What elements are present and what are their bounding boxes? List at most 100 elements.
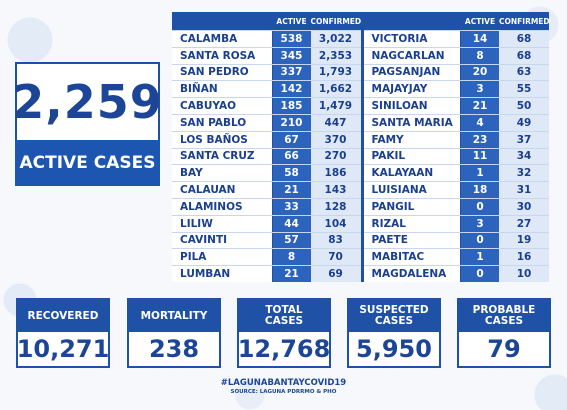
- municipality-name: PAGSANJAN: [363, 64, 460, 81]
- municipality-name: SAN PABLO: [172, 114, 272, 131]
- table-row: PILA 8 70: [172, 248, 361, 266]
- municipality-name: SAN PEDRO: [172, 64, 272, 81]
- municipality-name: LOS BAÑOS: [172, 131, 272, 148]
- active-count: 11: [460, 148, 499, 165]
- confirmed-count: 2,353: [310, 47, 361, 64]
- table-row: LUMBAN 21 69: [172, 265, 361, 282]
- stat-value: 5,950: [356, 335, 432, 363]
- table-row: CABUYAO 185 1,479: [172, 97, 361, 114]
- confirmed-count: 1,793: [310, 64, 361, 81]
- municipality-name: PAETE: [363, 232, 460, 249]
- stat-label: SUSPECTED CASES: [349, 300, 439, 332]
- table-row: NAGCARLAN 8 68: [363, 46, 549, 64]
- stat-total-cases: TOTAL CASES 12,768: [237, 298, 331, 368]
- confirmed-count: 1,662: [310, 81, 361, 98]
- active-total-number: 2,259: [12, 75, 163, 129]
- confirmed-count: 447: [310, 114, 361, 131]
- active-count: 1: [460, 165, 499, 182]
- stat-value: 12,768: [237, 335, 331, 363]
- table-row: PAGSANJAN 20 63: [363, 63, 549, 81]
- confirmed-count: 69: [310, 266, 361, 282]
- stat-label: MORTALITY: [129, 300, 219, 332]
- confirmed-count: 27: [499, 215, 549, 232]
- confirmed-count: 16: [499, 249, 549, 266]
- municipality-name: SANTA ROSA: [172, 47, 272, 64]
- confirmed-count: 128: [310, 198, 361, 215]
- municipality-name: FAMY: [363, 131, 460, 148]
- active-count: 3: [460, 81, 499, 98]
- hashtag: #LAGUNABANTAYCOVID19: [220, 378, 347, 388]
- confirmed-count: 19: [499, 232, 549, 249]
- active-count: 21: [460, 98, 499, 114]
- active-count: 185: [271, 98, 311, 114]
- municipality-table: ACTIVE CONFIRMED CALAMBA 538 3,022 SANTA RO…: [172, 12, 550, 282]
- active-cases-label: ACTIVE CASES: [19, 153, 156, 173]
- table-row: CALAUAN 21 143: [172, 181, 361, 198]
- header-active: ACTIVE: [276, 16, 307, 26]
- table-header: ACTIVE CONFIRMED: [363, 12, 550, 30]
- active-count: 0: [460, 266, 499, 282]
- municipality-name: LILIW: [172, 215, 272, 232]
- table-row: SAN PABLO 210 447: [172, 113, 361, 131]
- table-row: SANTA CRUZ 66 270: [172, 147, 361, 165]
- table-row: PANGIL 0 30: [363, 197, 549, 215]
- stat-recovered: RECOVERED 10,271: [16, 298, 110, 368]
- active-count: 337: [271, 64, 311, 81]
- table-right-half: ACTIVE CONFIRMED VICTORIA 14 68 NAGCARLAN 8 6…: [360, 12, 550, 282]
- municipality-name: BIÑAN: [172, 81, 272, 98]
- municipality-name: RIZAL: [363, 215, 460, 232]
- table-row: ALAMINOS 33 128: [172, 197, 361, 215]
- stat-value: 238: [148, 335, 200, 363]
- active-count: 58: [271, 165, 311, 182]
- municipality-name: ALAMINOS: [172, 198, 272, 215]
- active-count: 66: [271, 148, 311, 165]
- source-note: SOURCE: LAGUNA PDRRMO & PHO: [230, 389, 337, 395]
- table-row: LOS BAÑOS 67 370: [172, 130, 361, 148]
- active-count: 18: [460, 182, 499, 198]
- table-row: CALAMBA 538 3,022: [172, 30, 361, 47]
- active-count: 8: [460, 47, 499, 64]
- municipality-name: BAY: [172, 165, 272, 182]
- confirmed-count: 3,022: [310, 31, 361, 47]
- active-count: 142: [271, 81, 311, 98]
- confirmed-count: 68: [499, 47, 549, 64]
- confirmed-count: 70: [310, 249, 361, 266]
- header-confirmed: CONFIRMED: [310, 16, 362, 26]
- active-count: 1: [460, 249, 499, 266]
- confirmed-count: 186: [310, 165, 361, 182]
- confirmed-count: 68: [499, 31, 549, 47]
- municipality-name: CAVINTI: [172, 232, 272, 249]
- confirmed-count: 270: [310, 148, 361, 165]
- municipality-name: KALAYAAN: [363, 165, 460, 182]
- table-row: SAN PEDRO 337 1,793: [172, 63, 361, 81]
- municipality-name: PANGIL: [363, 198, 460, 215]
- active-count: 57: [271, 232, 311, 249]
- table-row: PAKIL 11 34: [363, 147, 549, 165]
- table-row: CAVINTI 57 83: [172, 231, 361, 249]
- confirmed-count: 63: [499, 64, 549, 81]
- municipality-name: MAGDALENA: [363, 266, 460, 282]
- active-count: 0: [460, 232, 499, 249]
- confirmed-count: 50: [499, 98, 549, 114]
- confirmed-count: 49: [499, 114, 549, 131]
- confirmed-count: 37: [499, 131, 549, 148]
- municipality-name: VICTORIA: [363, 31, 460, 47]
- municipality-name: SANTA CRUZ: [172, 148, 272, 165]
- active-total-box: 2,259: [12, 62, 163, 142]
- confirmed-count: 31: [499, 182, 549, 198]
- active-count: 20: [460, 64, 499, 81]
- municipality-name: LUISIANA: [363, 182, 460, 198]
- municipality-name: PAKIL: [363, 148, 460, 165]
- municipality-name: LUMBAN: [172, 266, 272, 282]
- table-row: MABITAC 1 16: [363, 248, 549, 266]
- header-confirmed: CONFIRMED: [499, 16, 550, 26]
- active-count: 4: [460, 114, 499, 131]
- confirmed-count: 34: [499, 148, 549, 165]
- table-row: PAETE 0 19: [363, 231, 549, 249]
- table-row: VICTORIA 14 68: [363, 30, 549, 47]
- header-active: ACTIVE: [464, 16, 496, 26]
- table-rows-left: CALAMBA 538 3,022 SANTA ROSA 345 2,353 SAN PED…: [172, 30, 361, 282]
- municipality-name: MABITAC: [363, 249, 460, 266]
- table-row: RIZAL 3 27: [363, 214, 549, 232]
- confirmed-count: 83: [310, 232, 361, 249]
